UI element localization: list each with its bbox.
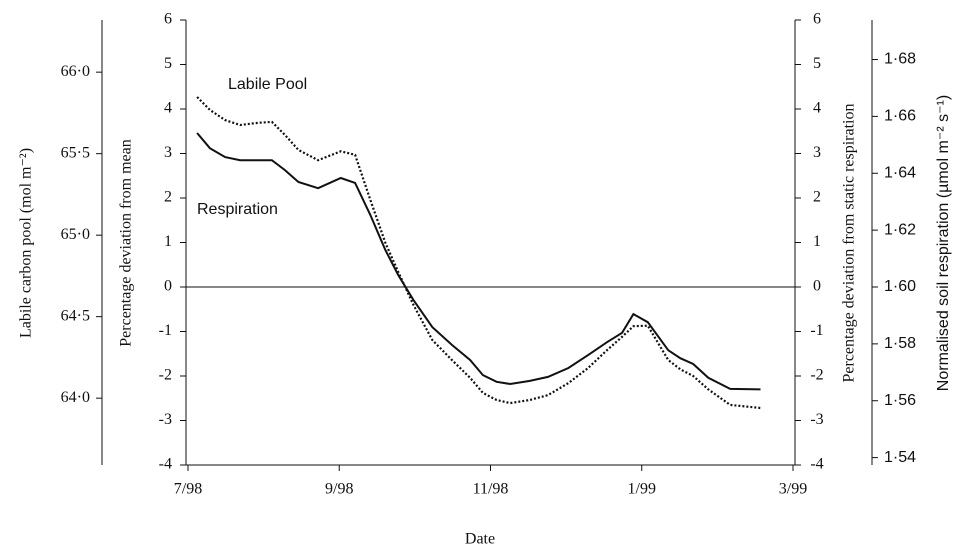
series-line: [196, 96, 761, 410]
outer-tick-label: 65·5: [61, 144, 90, 161]
y2-tick-label: 0: [813, 278, 821, 295]
y-tick-label: -2: [159, 367, 172, 384]
y-tick-label: -3: [159, 411, 172, 428]
y-tick-label: 6: [164, 11, 172, 28]
y-tick-label: -1: [159, 322, 172, 339]
y-tick-label: -4: [159, 456, 172, 473]
outer-tick-label: 1·60: [884, 278, 916, 295]
x-tick-label: 3/99: [779, 481, 807, 498]
y2-tick-label: 2: [813, 189, 821, 206]
y2-tick-label: 3: [813, 144, 821, 161]
outer-tick-label: 65·0: [61, 226, 90, 243]
left-outer-axis-label: Labile carbon pool (mol m⁻²): [18, 148, 35, 338]
outer-tick-label: 1·56: [884, 392, 916, 409]
x-tick-label: 11/98: [473, 481, 509, 498]
y-tick-label: 1: [164, 233, 172, 250]
y2-axis-label: Percentage deviation from static respira…: [841, 103, 858, 382]
outer-tick-label: 64·0: [61, 389, 90, 406]
y2-tick-label: -2: [810, 367, 823, 384]
y2-tick-label: -1: [810, 322, 823, 339]
outer-tick-label: 1·58: [884, 335, 916, 352]
y2-tick-label: -4: [810, 456, 823, 473]
y2-tick-label: 6: [813, 11, 821, 28]
series-line: [196, 132, 761, 391]
y2-tick-label: 1: [813, 233, 821, 250]
outer-tick-label: 1·62: [884, 221, 916, 238]
x-tick-label: 9/98: [325, 481, 353, 498]
y-tick-label: 4: [164, 100, 172, 117]
y2-tick-label: 5: [813, 55, 821, 72]
outer-tick-label: 1·66: [884, 108, 916, 125]
series-label: Respiration: [197, 201, 278, 218]
series-label: Labile Pool: [228, 76, 307, 93]
y-tick-label: 3: [164, 144, 172, 161]
x-axis-label: Date: [465, 531, 495, 548]
x-tick-label: 7/98: [174, 481, 202, 498]
outer-tick-label: 64·5: [61, 307, 90, 324]
outer-tick-label: 1·54: [884, 449, 916, 466]
outer-tick-label: 1·64: [884, 164, 916, 181]
y-axis-label: Percentage deviation from mean: [118, 139, 135, 346]
x-tick-label: 1/99: [628, 481, 656, 498]
y2-tick-label: 4: [813, 100, 821, 117]
outer-tick-label: 1·68: [884, 51, 916, 68]
y-tick-label: 0: [164, 278, 172, 295]
right-outer-axis-label: Normalised soil respiration (µmol m⁻² s⁻…: [935, 95, 952, 391]
y-tick-label: 5: [164, 55, 172, 72]
outer-tick-label: 66·0: [61, 63, 90, 80]
y-tick-label: 2: [164, 189, 172, 206]
y2-tick-label: -3: [810, 411, 823, 428]
